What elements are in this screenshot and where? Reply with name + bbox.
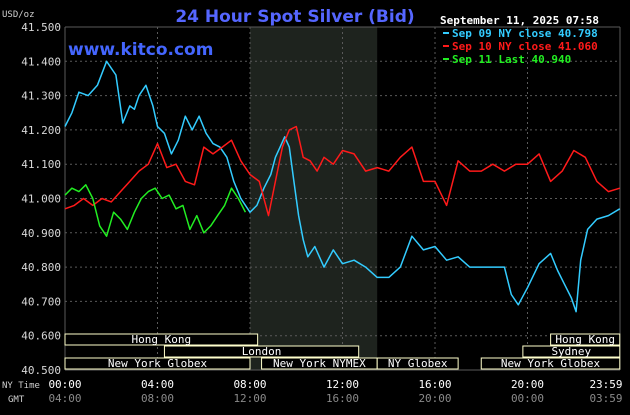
y-tick-label: 41.400 [21,55,61,68]
x-tick-label-gmt: 20:00 [418,392,451,405]
session-bar [64,333,259,346]
session-label: Hong Kong [132,333,192,346]
y-tick-label: 41.300 [21,90,61,103]
chart-title: 24 Hour Spot Silver (Bid) [175,7,414,27]
x-tick-label-ny: 08:00 [233,378,266,391]
x-tick-label-ny: 00:00 [48,378,81,391]
x-tick-label-ny: 12:00 [326,378,359,391]
ny-session-shade [250,27,378,370]
session-bar [64,357,251,370]
series-line-2 [64,125,621,217]
brand-label: www.kitco.com [68,40,213,60]
x-tick-label-gmt: 08:00 [141,392,174,405]
units-label: USD/oz [2,10,35,20]
y-tick-label: 40.600 [21,330,61,343]
axis-label-gmt: GMT [8,395,25,405]
session-label: Sydney [551,345,591,358]
x-tick-label-ny: 20:00 [511,378,544,391]
x-tick-label-gmt: 00:00 [511,392,544,405]
axis-label-ny-time: NY Time [2,381,40,391]
y-tick-label: 40.900 [21,227,61,240]
session-bar [522,345,621,358]
x-tick-label-gmt: 04:00 [48,392,81,405]
legend-entry: Sep 10 NY close 41.060 [452,40,598,53]
y-tick-label: 41.200 [21,124,61,137]
session-bar [550,333,621,346]
session-label: Hong Kong [555,333,615,346]
x-tick-label-ny: 23:59 [589,378,622,391]
x-tick-label-ny: 04:00 [141,378,174,391]
x-tick-label-gmt: 16:00 [326,392,359,405]
x-tick-label-ny: 16:00 [418,378,451,391]
legend-entry: Sep 09 NY close 40.798 [452,27,598,40]
session-label: New York NYMEX [273,357,366,370]
y-tick-label: 41.100 [21,158,61,171]
session-bar [480,357,621,370]
series-line-1 [64,60,621,313]
y-tick-label: 41.500 [21,21,61,34]
session-label: New York Globex [501,357,601,370]
series-line-3 [64,184,247,237]
session-label: NY Globex [388,357,448,370]
y-tick-label: 40.800 [21,261,61,274]
y-tick-label: 40.500 [21,364,61,377]
session-label: London [242,345,282,358]
x-tick-label-gmt: 03:59 [589,392,622,405]
session-bar [376,357,459,370]
y-tick-label: 40.700 [21,295,61,308]
legend-entry: Sep 11 Last 40.940 [452,53,571,66]
session-label: New York Globex [108,357,208,370]
x-tick-label-gmt: 12:00 [233,392,266,405]
timestamp: September 11, 2025 07:58 [440,14,599,27]
session-bar [163,345,360,358]
y-tick-label: 41.000 [21,193,61,206]
